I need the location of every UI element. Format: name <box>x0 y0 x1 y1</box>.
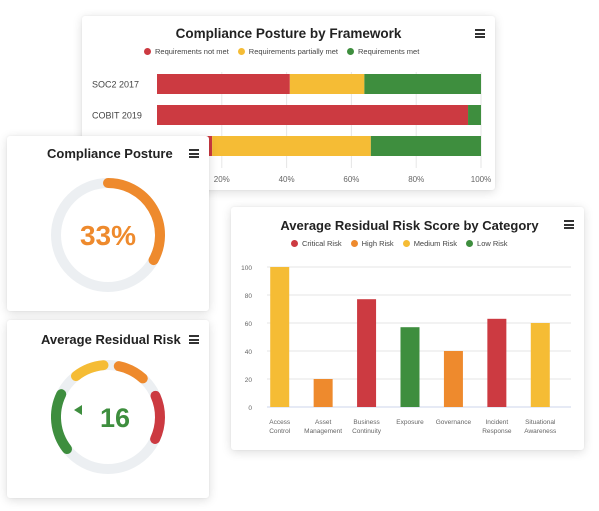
framework-legend: Requirements not met Requirements partial… <box>144 47 428 56</box>
bar-segment[interactable] <box>370 136 481 156</box>
residual-value: 16 <box>100 403 130 433</box>
x-tick-label: Governance <box>436 419 472 426</box>
legend-item[interactable]: High Risk <box>350 239 394 248</box>
x-tick-label: 60% <box>343 175 359 184</box>
legend-item[interactable]: Requirements partially met <box>237 47 338 56</box>
x-tick-label: Management <box>304 428 342 435</box>
x-tick-label: 100% <box>471 175 491 184</box>
bar-segment[interactable] <box>468 105 481 125</box>
bar-segment[interactable] <box>212 136 371 156</box>
category-card-title: Average Residual Risk Score by Category <box>280 218 539 233</box>
y-tick-label: 0 <box>248 405 252 412</box>
legend-label: High Risk <box>361 239 394 248</box>
y-tick-label: 80 <box>245 293 253 300</box>
x-tick-label: Access <box>269 419 291 426</box>
legend-item[interactable]: Requirements met <box>347 47 419 56</box>
category-label: SOC2 2017 <box>92 80 139 90</box>
x-tick-label: 20% <box>214 175 230 184</box>
posture-gauge-arc <box>103 178 165 266</box>
category-chart: 0 20 40 60 80 100 Access Control Asset Management… <box>241 265 571 435</box>
x-tick-label: Continuity <box>352 428 382 435</box>
legend-swatch <box>402 240 410 247</box>
legend-swatch <box>350 240 358 247</box>
posture-gauge: 33% <box>51 178 165 292</box>
bar[interactable] <box>400 327 420 407</box>
x-tick-label: Exposure <box>396 419 424 426</box>
bar[interactable] <box>270 267 290 407</box>
residual-segment-high <box>113 361 148 384</box>
bar-segment[interactable] <box>364 74 481 94</box>
x-tick-label: Response <box>482 428 512 435</box>
category-card: Average Residual Risk Score by Category … <box>231 207 584 450</box>
legend-swatch <box>466 240 474 247</box>
hamburger-menu-icon[interactable] <box>475 29 485 38</box>
x-tick-label: 80% <box>408 175 424 184</box>
hamburger-menu-icon[interactable] <box>564 220 574 229</box>
x-tick-label: Situational <box>525 419 556 426</box>
posture-card: Compliance Posture 33% <box>7 136 209 311</box>
posture-value: 33% <box>80 220 136 251</box>
bar[interactable] <box>357 299 377 407</box>
bar-segment[interactable] <box>289 74 365 94</box>
hamburger-menu-icon[interactable] <box>189 149 199 158</box>
legend-label: Requirements met <box>358 47 420 56</box>
y-tick-label: 20 <box>245 377 253 384</box>
category-legend: Critical Risk High Risk Medium Risk Low Ris… <box>291 239 516 248</box>
residual-card: Average Residual Risk 16 <box>7 320 209 498</box>
bar[interactable] <box>530 323 550 407</box>
residual-segment-low <box>51 389 73 455</box>
legend-label: Medium Risk <box>413 239 458 248</box>
bar-segment[interactable] <box>157 105 469 125</box>
legend-label: Requirements not met <box>155 47 229 56</box>
x-tick-label: Asset <box>315 419 331 426</box>
posture-card-title: Compliance Posture <box>47 146 173 161</box>
legend-swatch <box>237 48 245 55</box>
bar[interactable] <box>487 318 507 407</box>
y-tick-label: 100 <box>241 265 252 272</box>
x-tick-label: Control <box>269 428 291 435</box>
legend-swatch <box>144 48 151 55</box>
legend-label: Low Risk <box>477 239 508 248</box>
legend-item[interactable]: Requirements not met <box>144 47 229 56</box>
framework-card-title: Compliance Posture by Framework <box>175 26 402 41</box>
legend-item[interactable]: Low Risk <box>466 239 507 248</box>
legend-label: Requirements partially met <box>248 47 338 56</box>
residual-segment-critical <box>150 390 165 444</box>
bar-segment[interactable] <box>157 74 290 94</box>
legend-item[interactable]: Critical Risk <box>291 239 342 248</box>
legend-label: Critical Risk <box>302 239 342 248</box>
legend-swatch <box>347 48 354 55</box>
residual-gauge: 16 <box>51 360 165 474</box>
x-tick-label: Business <box>353 419 380 426</box>
residual-segment-medium <box>70 360 109 382</box>
y-tick-label: 60 <box>245 321 253 328</box>
legend-item[interactable]: Medium Risk <box>402 239 458 248</box>
triangle-pointer-icon <box>74 405 82 415</box>
category-label: COBIT 2019 <box>92 111 142 121</box>
legend-swatch <box>291 240 298 247</box>
bar[interactable] <box>313 379 333 407</box>
residual-card-title: Average Residual Risk <box>41 332 181 347</box>
x-tick-label: 40% <box>279 175 295 184</box>
x-tick-label: Incident <box>485 419 508 426</box>
bar[interactable] <box>443 351 463 407</box>
y-tick-label: 40 <box>245 349 253 356</box>
x-tick-label: Awareness <box>524 428 557 435</box>
hamburger-menu-icon[interactable] <box>189 335 199 344</box>
